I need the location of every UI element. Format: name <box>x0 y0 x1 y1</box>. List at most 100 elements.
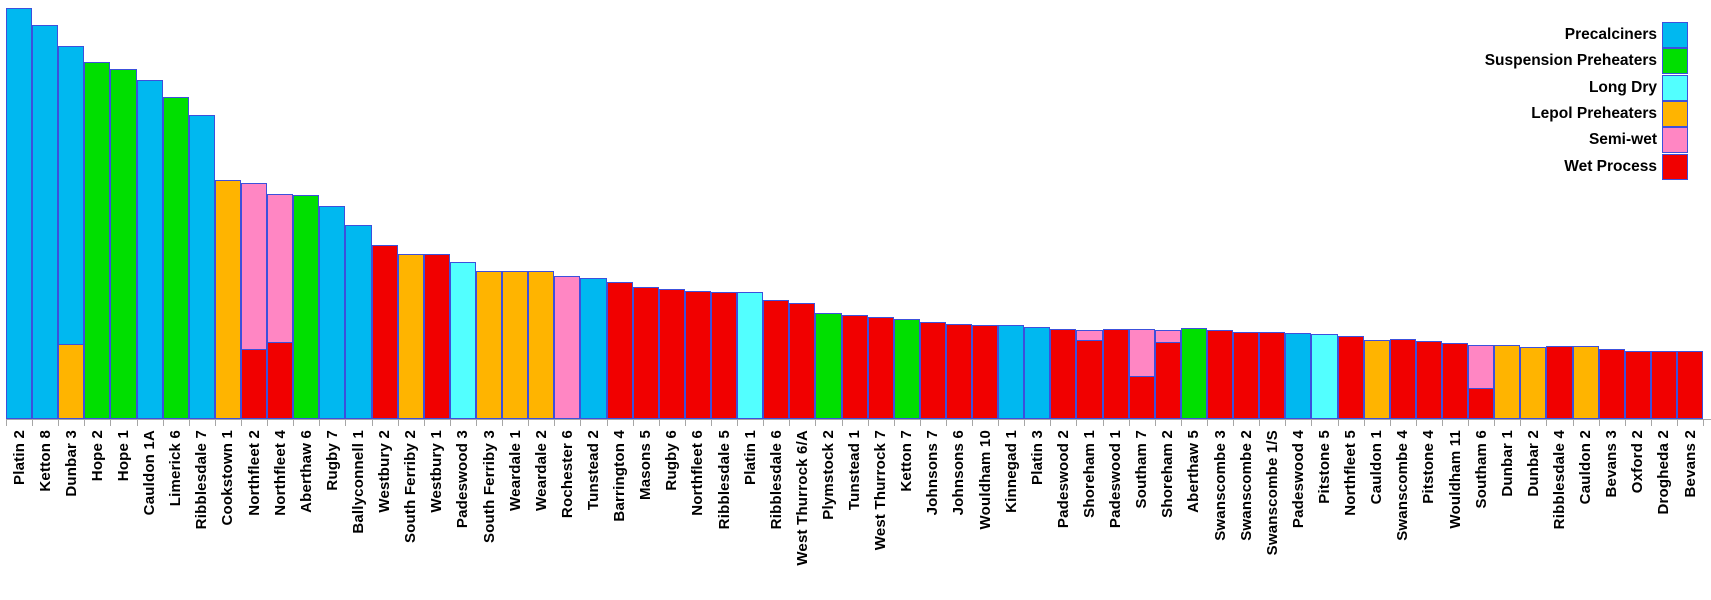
bar <box>58 46 85 419</box>
x-axis-tick <box>528 420 554 426</box>
x-label-cell: Ketton 8 <box>32 430 58 598</box>
x-axis-label: Rochester 6 <box>558 430 576 519</box>
x-axis-tick <box>397 420 424 426</box>
bar <box>1024 327 1051 419</box>
bar-segment-semiwet <box>554 276 581 419</box>
x-label-cell: Padeswood 1 <box>1103 430 1129 598</box>
x-axis-tick <box>6 420 32 426</box>
x-label-cell: Ribblesdale 5 <box>711 430 737 598</box>
x-axis-label: Northfleet 5 <box>1342 430 1360 516</box>
bar <box>1285 333 1312 419</box>
x-axis-tick <box>1494 420 1520 426</box>
x-axis-tick <box>945 420 972 426</box>
x-axis-tick <box>1677 420 1703 426</box>
x-label-cell: Westbury 1 <box>424 430 450 598</box>
x-label-cell: Shoreham 2 <box>1155 430 1181 598</box>
bar <box>136 80 163 419</box>
x-axis-tick <box>1311 420 1337 426</box>
x-label-cell: Oxford 2 <box>1625 430 1651 598</box>
x-axis-tick <box>1442 420 1468 426</box>
x-axis-label: Ballyconnell 1 <box>349 430 367 534</box>
x-label-cell: Southam 6 <box>1468 430 1494 598</box>
x-axis-label: West Thurrock 6/A <box>793 430 811 566</box>
x-label-cell: Tunstead 1 <box>842 430 868 598</box>
x-axis-tick <box>658 420 685 426</box>
bar <box>815 313 842 419</box>
x-label-cell: Weardale 1 <box>502 430 528 598</box>
x-axis-tick <box>162 420 189 426</box>
x-axis-label: West Thurrock 7 <box>872 430 890 551</box>
bar-segment-wet <box>919 322 946 419</box>
x-axis-label: Rugby 6 <box>663 430 681 491</box>
bar-segment-semiwet <box>267 194 294 344</box>
x-axis-tick <box>1233 420 1259 426</box>
bar-segment-semiwet <box>240 183 268 351</box>
x-axis-label: Ribblesdale 5 <box>715 430 733 530</box>
bar-segment-wet <box>1650 351 1677 419</box>
bar-segment-wet <box>1677 351 1704 419</box>
x-axis-label: Dunbar 3 <box>62 430 80 497</box>
x-axis-tick <box>763 420 789 426</box>
bar-segment-wet <box>867 317 894 419</box>
legend-label: Semi-wet <box>1588 131 1657 149</box>
x-label-cell: Northfleet 5 <box>1338 430 1364 598</box>
x-axis-label: Hope 1 <box>114 430 132 482</box>
x-axis-tick <box>1259 420 1285 426</box>
bar <box>710 292 738 419</box>
bar <box>1442 343 1469 419</box>
x-label-cell: Swanscombe 4 <box>1390 430 1416 598</box>
x-axis-label: Plymstock 2 <box>819 430 837 520</box>
bar-segment-wet <box>1468 388 1495 419</box>
x-axis-label: Padeswood 4 <box>1289 430 1307 529</box>
bar-segment-precalciners <box>580 278 607 419</box>
x-axis-label: Rugby 7 <box>323 430 341 491</box>
bar-segment-semiwet <box>1128 329 1155 378</box>
x-axis-tick <box>972 420 998 426</box>
x-axis-label: Platin 1 <box>741 430 759 485</box>
x-axis-line <box>6 419 1711 420</box>
x-axis-tick <box>1207 420 1233 426</box>
x-axis-label: Ketton 8 <box>36 430 54 492</box>
legend-row: Semi-wet <box>1485 127 1688 154</box>
x-label-cell: Swanscombe 2 <box>1233 430 1259 598</box>
x-axis-label: Northfleet 2 <box>245 430 263 516</box>
bar-segment-wet <box>972 325 999 419</box>
x-axis-tick <box>789 420 815 426</box>
x-axis-label: Shoreham 1 <box>1081 430 1099 518</box>
plot-area <box>6 0 1704 419</box>
x-axis-tick <box>1180 420 1207 426</box>
x-axis-label: Padeswood 3 <box>454 430 472 529</box>
bar-segment-wet <box>945 324 973 419</box>
x-axis-tick <box>919 420 946 426</box>
bar <box>1154 330 1181 419</box>
bar <box>1311 334 1338 419</box>
bar <box>1677 351 1704 419</box>
x-axis-tick <box>475 420 502 426</box>
bar-segment-precalciners <box>58 46 85 346</box>
bar-segment-wet <box>1598 349 1625 419</box>
x-axis-tick <box>58 420 84 426</box>
x-axis-label: South Ferriby 2 <box>402 430 420 544</box>
x-label-cell: Southam 7 <box>1129 430 1155 598</box>
x-label-cell: Hope 1 <box>110 430 136 598</box>
bar-segment-wet <box>1102 329 1129 419</box>
x-axis-tick <box>684 420 711 426</box>
bar <box>449 262 476 419</box>
bar <box>893 319 920 419</box>
bar-segment-wet <box>267 342 294 419</box>
legend-label: Suspension Preheaters <box>1484 52 1657 70</box>
x-axis-tick <box>580 420 606 426</box>
bar <box>502 271 529 419</box>
x-axis-tick <box>1624 420 1651 426</box>
bar <box>1050 329 1077 419</box>
x-axis-label: Johnsons 7 <box>924 430 942 516</box>
bar-segment-lepol <box>502 271 529 419</box>
x-axis-tick <box>1415 420 1442 426</box>
bar-segment-wet <box>1259 332 1286 419</box>
x-axis-label: Southam 7 <box>1133 430 1151 509</box>
bar <box>214 180 241 419</box>
x-axis-label: Dunbar 2 <box>1524 430 1542 497</box>
x-label-cell: Hope 2 <box>84 430 110 598</box>
bar-segment-wet <box>1128 376 1155 419</box>
x-axis-label: Cauldon 1A <box>141 430 159 516</box>
